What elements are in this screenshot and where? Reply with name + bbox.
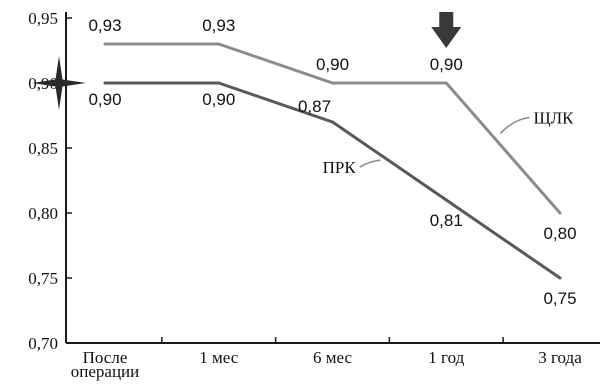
data-point	[444, 198, 448, 202]
data-label: 0,90	[202, 90, 235, 109]
x-tick-label: операции	[71, 362, 139, 381]
data-label: 0,90	[88, 90, 121, 109]
star-icon	[32, 56, 86, 110]
data-point	[331, 120, 334, 124]
data-point	[444, 81, 448, 85]
data-label: 0,87	[298, 97, 331, 116]
data-label: 0,93	[202, 16, 235, 35]
data-label: 0,75	[543, 289, 576, 308]
down-arrow-icon	[431, 12, 462, 48]
x-tick-label: После	[83, 348, 128, 367]
annotations-layer	[32, 12, 462, 110]
y-tick-label: 0,80	[28, 204, 58, 223]
data-point	[217, 81, 221, 85]
data-point	[331, 81, 334, 85]
y-tick-label: 0,85	[28, 139, 58, 158]
series-line-prk	[105, 81, 561, 280]
series-label: ПРК	[323, 158, 357, 177]
data-point	[103, 81, 107, 85]
data-label: 0,81	[430, 211, 463, 230]
data-label: 0,80	[543, 224, 576, 243]
series-layer	[103, 42, 562, 280]
x-tick-label: 1 год	[428, 348, 464, 367]
x-tick-label: 6 мес	[313, 348, 352, 367]
y-tick-label: 0,95	[28, 9, 58, 28]
series-label: ЩЛК	[533, 109, 574, 128]
x-tick-label: 3 года	[538, 348, 582, 367]
series-leader-line	[499, 116, 530, 135]
series-leader-line	[359, 159, 381, 168]
data-label: 0,90	[430, 55, 463, 74]
y-tick-label: 0,70	[28, 334, 58, 353]
x-tick-label: 1 мес	[199, 348, 238, 367]
data-point	[558, 276, 562, 280]
labels-layer: 0,93 0,93 0,90 0,90 0,80 0,90 0,90 0,87 0,81 0,75…	[88, 16, 576, 308]
y-tick-label: 0,75	[28, 269, 58, 288]
data-point	[217, 42, 221, 46]
data-label: 0,93	[88, 16, 121, 35]
data-point	[103, 42, 107, 46]
data-label: 0,90	[316, 55, 349, 74]
data-point	[558, 211, 562, 215]
